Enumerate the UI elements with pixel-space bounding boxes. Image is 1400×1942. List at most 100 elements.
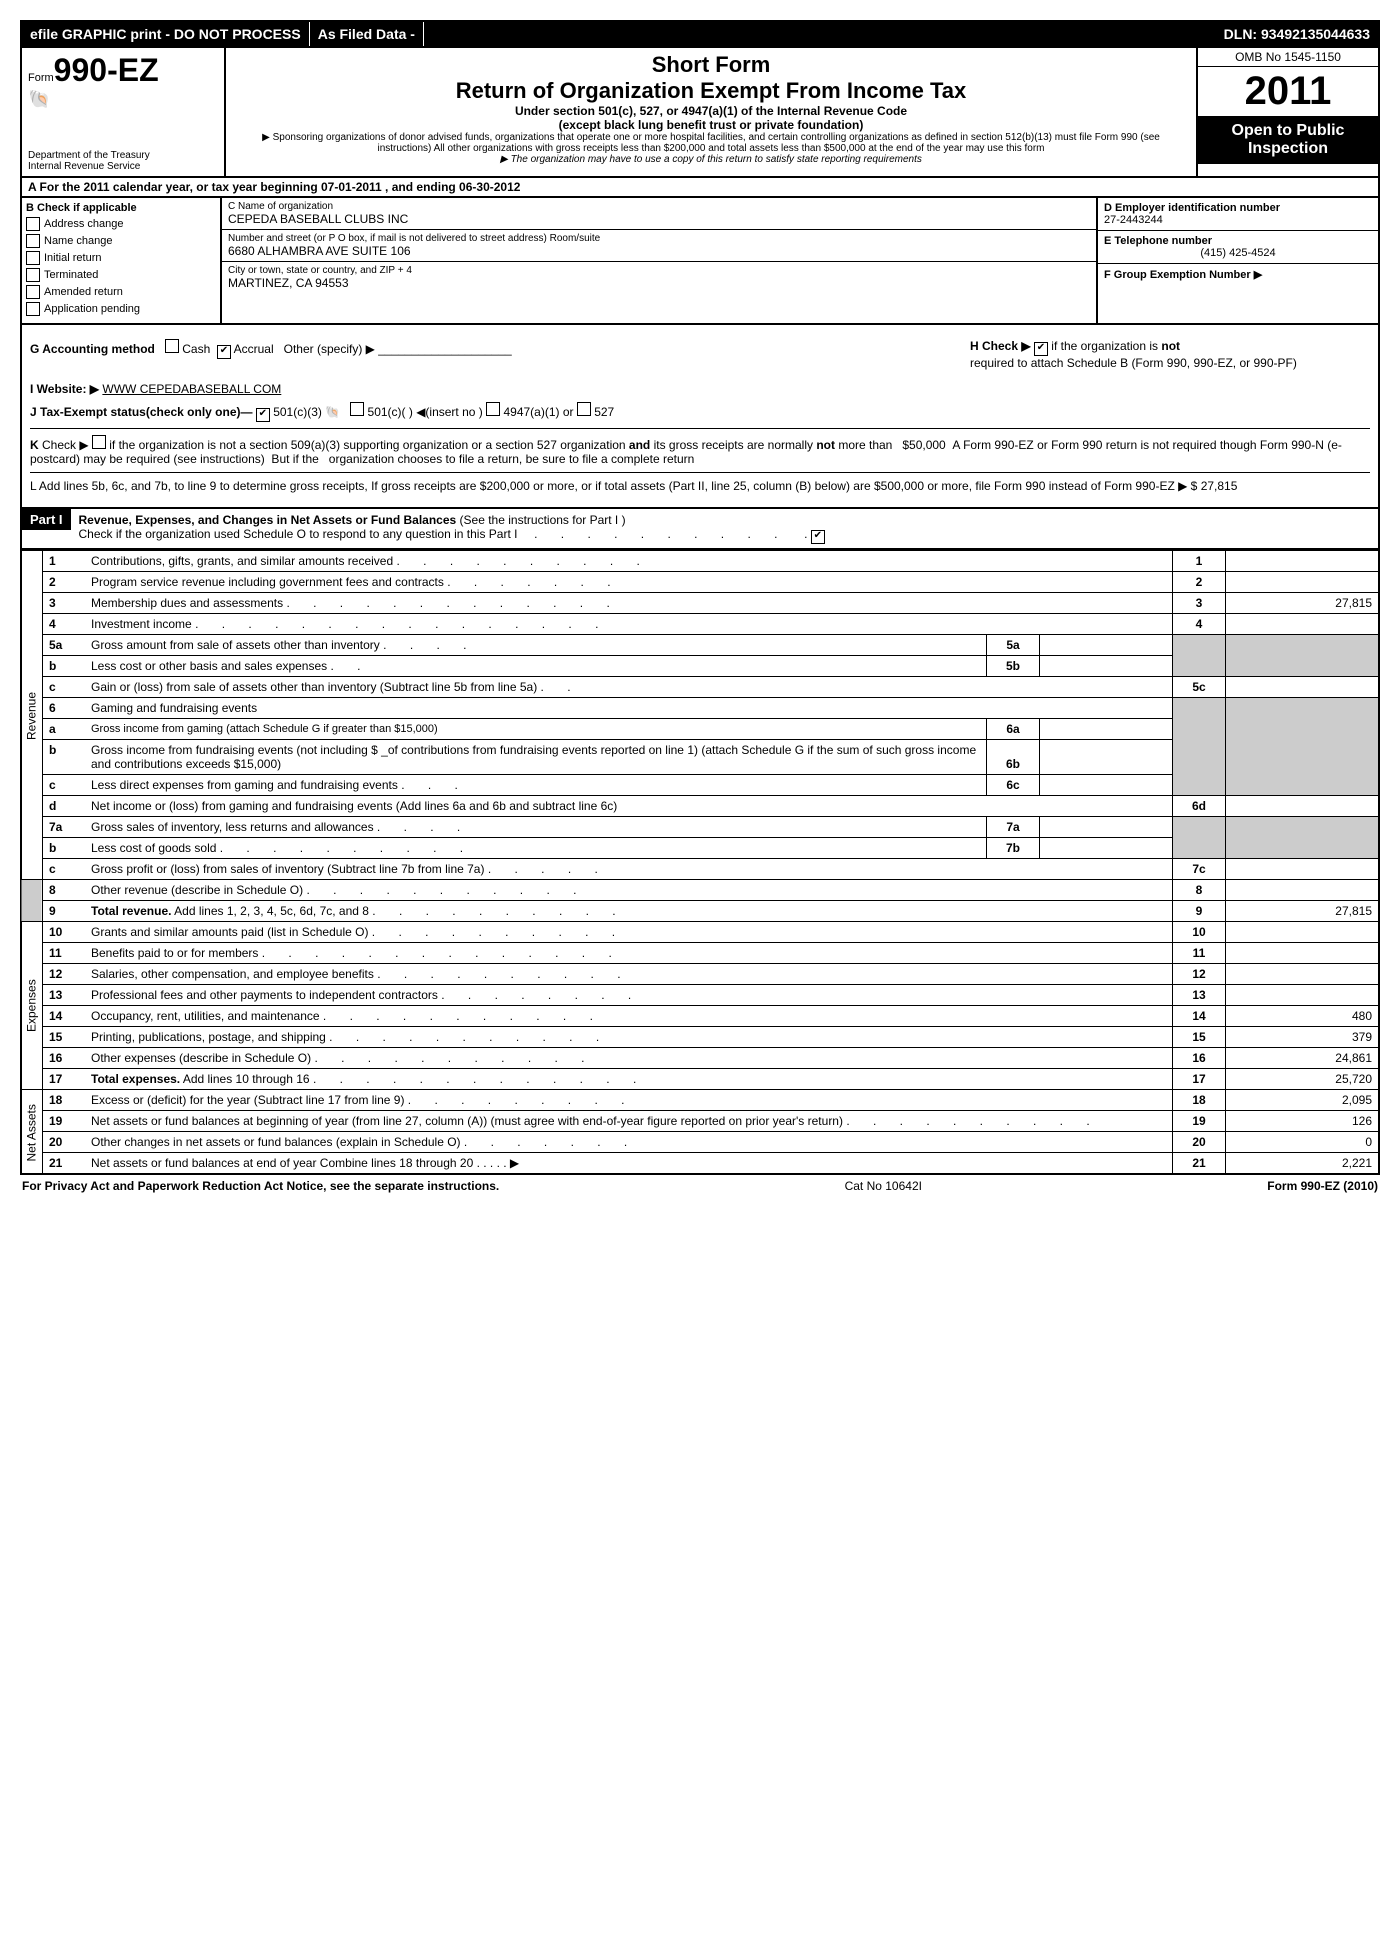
label-amended: Amended return: [44, 286, 123, 298]
line-15-desc: Printing, publications, postage, and shi…: [91, 1030, 326, 1044]
line-12-desc: Salaries, other compensation, and employ…: [91, 967, 374, 981]
inspection-label: Inspection: [1200, 140, 1376, 158]
line-7b-iv: [1040, 838, 1173, 859]
header-center: Short Form Return of Organization Exempt…: [226, 48, 1196, 176]
line-3-desc: Membership dues and assessments: [91, 596, 283, 610]
label-name-change: Name change: [44, 235, 113, 247]
line-20-fn: 20: [1173, 1132, 1226, 1153]
checkbox-527[interactable]: [577, 402, 591, 416]
h-not: not: [1161, 339, 1180, 353]
footer-right: Form 990-EZ (2010): [1267, 1179, 1378, 1193]
asfiled-label: As Filed Data -: [310, 22, 424, 46]
line-7c-num: c: [43, 859, 86, 880]
line-3-fv: 27,815: [1226, 593, 1380, 614]
h-text3: required to attach Schedule B (Form 990,…: [970, 356, 1297, 370]
line-16-fn: 16: [1173, 1048, 1226, 1069]
header-note-1: ▶ Sponsoring organizations of donor advi…: [236, 132, 1186, 154]
line-13-fv: [1226, 985, 1380, 1006]
line-1-fn: 1: [1173, 551, 1226, 572]
subtitle-1: Under section 501(c), 527, or 4947(a)(1)…: [236, 104, 1186, 118]
column-c: C Name of organization CEPEDA BASEBALL C…: [222, 198, 1096, 323]
line-15-fv: 379: [1226, 1027, 1380, 1048]
label-terminated: Terminated: [44, 269, 98, 281]
line-13-fn: 13: [1173, 985, 1226, 1006]
footer-left: For Privacy Act and Paperwork Reduction …: [22, 1179, 499, 1193]
checkbox-4947[interactable]: [486, 402, 500, 416]
checkbox-501c[interactable]: [350, 402, 364, 416]
top-bar: efile GRAPHIC print - DO NOT PROCESS As …: [20, 20, 1380, 48]
dept-treasury: Department of the Treasury: [28, 150, 218, 161]
checkbox-cash[interactable]: [165, 339, 179, 353]
line-5b-iv: [1040, 656, 1173, 677]
grey-5: [1173, 635, 1226, 677]
line-6b-iv: [1040, 740, 1173, 775]
line-6a-desc: Gross income from gaming (attach Schedul…: [85, 719, 987, 740]
line-18-desc: Excess or (deficit) for the year (Subtra…: [91, 1093, 404, 1107]
checkbox-name-change[interactable]: [26, 234, 40, 248]
line-18-fv: 2,095: [1226, 1090, 1380, 1111]
line-9-desc: Total revenue.: [91, 904, 171, 918]
cash-label: Cash: [182, 342, 210, 356]
line-7b-num: b: [43, 838, 86, 859]
line-12-fv: [1226, 964, 1380, 985]
checkbox-terminated[interactable]: [26, 268, 40, 282]
line-10-num: 10: [43, 922, 86, 943]
header-row: Form990-EZ 🐚 Department of the Treasury …: [20, 48, 1380, 178]
line-17-fn: 17: [1173, 1069, 1226, 1090]
phone-label: E Telephone number: [1104, 235, 1372, 247]
checkbox-schedule-o[interactable]: ✔: [811, 530, 825, 544]
line-2-num: 2: [43, 572, 86, 593]
line-15-num: 15: [43, 1027, 86, 1048]
header-note-2: ▶ The organization may have to use a cop…: [236, 154, 1186, 165]
line-9-fv: 27,815: [1226, 901, 1380, 922]
part-1-header: Part I Revenue, Expenses, and Changes in…: [20, 509, 1380, 550]
other-specify-label: Other (specify) ▶: [284, 342, 375, 356]
line-14-num: 14: [43, 1006, 86, 1027]
line-6c-desc: Less direct expenses from gaming and fun…: [91, 778, 398, 792]
part-1-table: Revenue 1 Contributions, gifts, grants, …: [20, 550, 1380, 1175]
label-address-change: Address change: [44, 218, 124, 230]
part-1-title: Revenue, Expenses, and Changes in Net As…: [79, 513, 457, 527]
line-5a-iv: [1040, 635, 1173, 656]
col-b-header: B Check if applicable: [26, 202, 216, 214]
line-10-fv: [1226, 922, 1380, 943]
column-d: D Employer identification number 27-2443…: [1096, 198, 1378, 323]
blank-side: [21, 880, 43, 922]
ein-value: 27-2443244: [1104, 214, 1372, 226]
row-h: H Check ▶ ✔ if the organization is not r…: [970, 339, 1370, 370]
short-form-label: Short Form: [236, 52, 1186, 78]
line-7a-num: 7a: [43, 817, 86, 838]
form-number: 990-EZ: [54, 52, 159, 88]
line-2-desc: Program service revenue including govern…: [91, 575, 444, 589]
checkbox-k[interactable]: [92, 435, 106, 449]
checkbox-app-pending[interactable]: [26, 302, 40, 316]
checkbox-amended[interactable]: [26, 285, 40, 299]
line-14-fv: 480: [1226, 1006, 1380, 1027]
line-3-fn: 3: [1173, 593, 1226, 614]
line-5a-num: 5a: [43, 635, 86, 656]
line-6b-in: 6b: [987, 740, 1040, 775]
checkbox-address-change[interactable]: [26, 217, 40, 231]
line-21-num: 21: [43, 1153, 86, 1175]
part-1-check-text: Check if the organization used Schedule …: [79, 527, 518, 541]
checkbox-501c3[interactable]: ✔: [256, 408, 270, 422]
4947-label: 4947(a)(1) or: [503, 405, 573, 419]
line-10-desc: Grants and similar amounts paid (list in…: [91, 925, 368, 939]
checkbox-schedule-b[interactable]: ✔: [1034, 342, 1048, 356]
footer-row: For Privacy Act and Paperwork Reduction …: [20, 1175, 1380, 1197]
tax-exempt-label: J Tax-Exempt status(check only one)—: [30, 405, 253, 419]
row-i: I Website: ▶ WWW CEPEDABASEBALL COM: [30, 382, 1370, 396]
checkbox-accrual[interactable]: ✔: [217, 345, 231, 359]
grey-7v: [1226, 817, 1380, 859]
checkbox-initial-return[interactable]: [26, 251, 40, 265]
open-to-public: Open to Public Inspection: [1198, 116, 1378, 164]
revenue-side-label: Revenue: [21, 551, 43, 880]
line-10-fn: 10: [1173, 922, 1226, 943]
line-21-fn: 21: [1173, 1153, 1226, 1175]
efile-label: efile GRAPHIC print - DO NOT PROCESS: [22, 22, 310, 46]
org-name: CEPEDA BASEBALL CLUBS INC: [228, 212, 1090, 226]
line-20-num: 20: [43, 1132, 86, 1153]
line-7c-fv: [1226, 859, 1380, 880]
line-3-num: 3: [43, 593, 86, 614]
line-16-fv: 24,861: [1226, 1048, 1380, 1069]
